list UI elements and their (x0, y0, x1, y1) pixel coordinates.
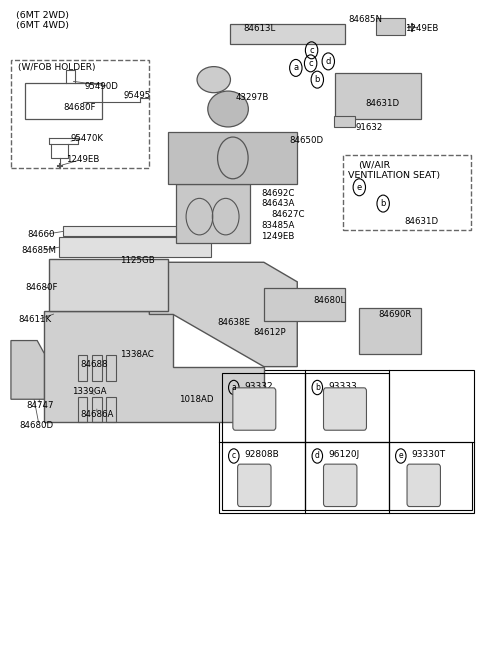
Text: 84660: 84660 (28, 230, 55, 238)
Text: 95470K: 95470K (71, 134, 104, 143)
Text: 1249EB: 1249EB (66, 155, 99, 164)
Text: 95495: 95495 (123, 91, 150, 100)
Polygon shape (264, 288, 345, 321)
Text: 84638E: 84638E (217, 318, 250, 328)
Bar (305, 441, 389, 510)
Text: 84686A: 84686A (80, 410, 113, 419)
FancyBboxPatch shape (407, 464, 441, 506)
Text: VENTILATION SEAT): VENTILATION SEAT) (348, 171, 440, 180)
Text: e: e (357, 183, 362, 192)
Text: (W/AIR: (W/AIR (359, 161, 391, 170)
Bar (343, 155, 471, 230)
Polygon shape (336, 73, 421, 119)
Text: 1018AD: 1018AD (180, 395, 214, 403)
Text: 84611K: 84611K (18, 315, 51, 324)
Polygon shape (59, 238, 211, 257)
Text: 84627C: 84627C (271, 210, 304, 219)
Polygon shape (335, 115, 355, 126)
Bar (222, 373, 305, 441)
Ellipse shape (197, 67, 230, 93)
Text: 1125GB: 1125GB (120, 257, 155, 265)
FancyBboxPatch shape (233, 388, 276, 430)
Polygon shape (63, 227, 206, 236)
Text: 84643A: 84643A (262, 199, 295, 208)
Text: 84612P: 84612P (253, 328, 286, 337)
Polygon shape (176, 184, 250, 243)
Text: 84680L: 84680L (313, 295, 345, 305)
FancyBboxPatch shape (324, 464, 357, 506)
Text: (6MT 2WD): (6MT 2WD) (16, 11, 69, 20)
Bar (389, 441, 472, 510)
Text: d: d (325, 57, 331, 66)
Polygon shape (149, 262, 297, 367)
Text: 1249EB: 1249EB (405, 24, 438, 33)
Text: e: e (398, 451, 403, 460)
Text: 1338AC: 1338AC (120, 350, 154, 360)
Text: a: a (231, 383, 236, 392)
Text: (6MT 4WD): (6MT 4WD) (16, 21, 69, 30)
Text: 1339GA: 1339GA (72, 387, 107, 396)
Polygon shape (376, 18, 405, 35)
Text: 96120J: 96120J (328, 450, 360, 459)
Text: 84692C: 84692C (262, 189, 295, 198)
Bar (218, 370, 474, 514)
Ellipse shape (208, 91, 248, 127)
Text: a: a (293, 64, 299, 73)
Bar (11, 60, 149, 168)
Text: ~switch~: ~switch~ (237, 390, 272, 396)
Text: 84685M: 84685M (22, 246, 57, 255)
Text: 93333: 93333 (328, 382, 357, 390)
Text: 84747: 84747 (26, 401, 54, 409)
Text: 84680F: 84680F (63, 103, 96, 111)
FancyBboxPatch shape (238, 464, 271, 506)
Text: 84688: 84688 (80, 360, 108, 369)
Text: 84680D: 84680D (20, 421, 54, 430)
Text: 84650D: 84650D (289, 136, 323, 145)
Text: 84613L: 84613L (244, 24, 276, 33)
Text: 95490D: 95490D (85, 82, 119, 90)
Text: b: b (381, 199, 386, 208)
Polygon shape (49, 259, 168, 311)
Text: (W/FOB HOLDER): (W/FOB HOLDER) (18, 64, 96, 72)
Text: 84631D: 84631D (405, 217, 439, 226)
Text: 84685N: 84685N (349, 15, 383, 24)
Polygon shape (168, 132, 297, 184)
Text: 83485A: 83485A (262, 221, 295, 231)
Polygon shape (360, 308, 421, 354)
Text: 84631D: 84631D (365, 100, 399, 108)
Text: c: c (309, 46, 314, 55)
Text: 84690R: 84690R (378, 310, 412, 319)
Text: c: c (308, 59, 313, 68)
Bar (305, 373, 389, 441)
Text: b: b (315, 383, 320, 392)
Text: 1249EB: 1249EB (262, 232, 295, 240)
Polygon shape (11, 341, 44, 400)
Text: 91632: 91632 (356, 122, 383, 132)
Text: ~switch~: ~switch~ (325, 390, 360, 396)
Text: 93332: 93332 (245, 382, 274, 390)
FancyBboxPatch shape (324, 388, 366, 430)
Text: b: b (314, 75, 320, 84)
Text: 93330T: 93330T (412, 450, 446, 459)
Text: d: d (315, 451, 320, 460)
Bar (222, 441, 305, 510)
Text: 43297B: 43297B (235, 93, 269, 102)
Text: 92808B: 92808B (245, 450, 279, 459)
Text: c: c (232, 451, 236, 460)
Text: 84680F: 84680F (25, 282, 58, 291)
Polygon shape (230, 24, 345, 44)
Polygon shape (44, 311, 264, 422)
